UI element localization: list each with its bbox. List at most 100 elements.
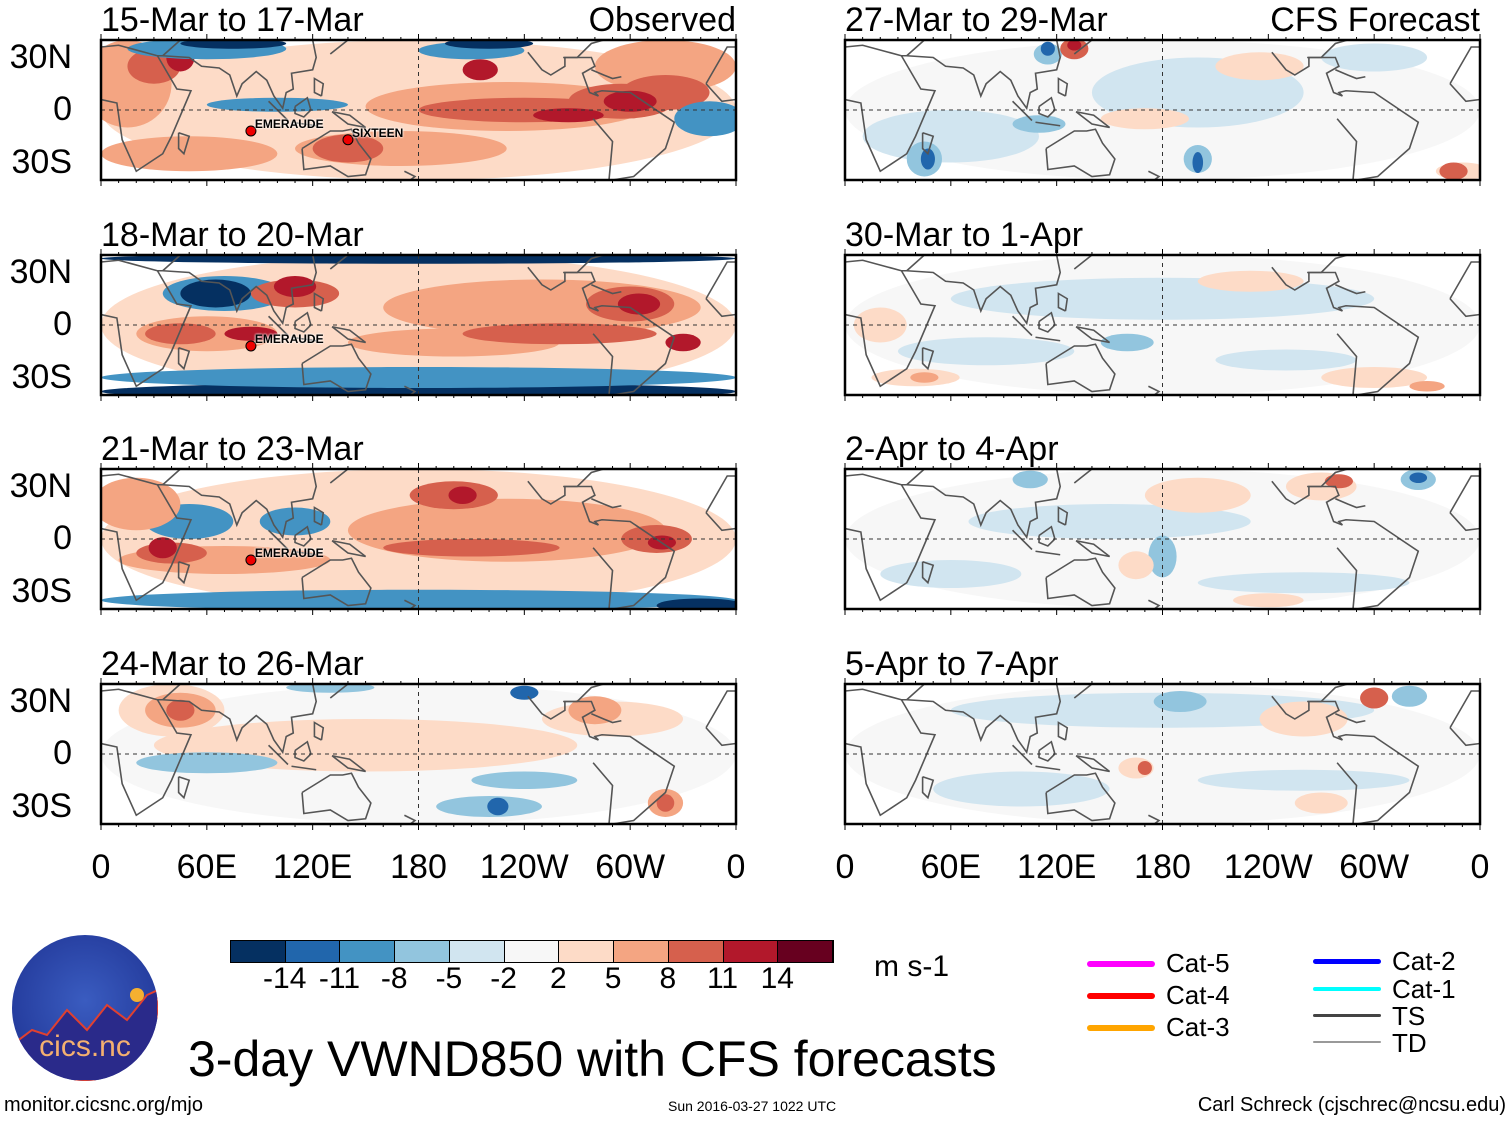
- coastline: [294, 740, 312, 762]
- legend-label: Cat-2: [1392, 946, 1456, 976]
- coastline: [1271, 266, 1420, 395]
- legend-label: Cat-3: [1166, 1012, 1230, 1042]
- coastline: [1073, 684, 1093, 699]
- wind-contour: [1294, 792, 1348, 814]
- wind-contour: [487, 797, 509, 816]
- wind-contour: [1148, 535, 1177, 578]
- coastline: [291, 121, 317, 127]
- coastline: [1035, 765, 1061, 771]
- coastline: [177, 131, 191, 156]
- legend-label: Cat-5: [1166, 948, 1230, 978]
- coastline: [705, 475, 736, 514]
- storm-label: EMERAUDE: [254, 117, 324, 131]
- coastline: [1075, 754, 1111, 773]
- coastline: [313, 77, 325, 97]
- coastline: [1335, 284, 1366, 295]
- coastline: [404, 599, 417, 609]
- wind-contour: [1215, 349, 1357, 371]
- coastline: [1449, 261, 1480, 300]
- x-tick-label: 120E: [272, 848, 353, 886]
- panel-title: 15-Mar to 17-Mar: [101, 1, 364, 39]
- coastline: [1271, 480, 1420, 609]
- x-tick-label: 0: [835, 848, 855, 886]
- coastline: [845, 259, 937, 388]
- wind-contour: [1012, 470, 1048, 489]
- coastline: [1045, 772, 1116, 822]
- coastline: [291, 765, 317, 771]
- coastline: [1038, 525, 1056, 547]
- coastline: [404, 385, 417, 395]
- coastline: [591, 498, 622, 509]
- coastline: [177, 560, 191, 585]
- coastline: [705, 298, 736, 318]
- wind-contour: [1233, 593, 1304, 608]
- y-tick-label: 0: [53, 519, 72, 557]
- coastline: [906, 40, 925, 57]
- coastline: [294, 525, 312, 547]
- coastline: [1148, 385, 1161, 395]
- wind-contour: [862, 110, 1040, 163]
- wind-contour: [1391, 685, 1428, 707]
- wind-contour: [224, 326, 278, 341]
- coastline: [1075, 325, 1111, 344]
- legend-line-cat-2: [1313, 959, 1381, 964]
- coastline: [268, 529, 289, 551]
- coastline: [331, 325, 367, 344]
- colorbar-tick-label: -11: [318, 962, 361, 995]
- coastline: [1307, 469, 1348, 488]
- coastline: [331, 754, 367, 773]
- panel-title: 21-Mar to 23-Mar: [101, 430, 364, 468]
- coastline: [1012, 100, 1033, 122]
- coastline: [705, 690, 736, 729]
- coastline: [921, 131, 935, 156]
- wind-contour: [145, 323, 216, 345]
- footer-author: Carl Schreck (cjschrec@ncsu.edu): [1197, 1094, 1506, 1116]
- coastline: [268, 100, 289, 122]
- coastline: [563, 40, 604, 59]
- wind-contour: [1215, 52, 1304, 81]
- x-tick-label: 60W: [1339, 848, 1410, 886]
- coastline: [301, 557, 372, 607]
- legend-label: Cat-4: [1166, 980, 1230, 1010]
- colorbar-swatch: [231, 941, 286, 962]
- coastline: [705, 727, 736, 747]
- y-tick-label: 30N: [9, 681, 72, 720]
- colorbar-tick-label: 11: [706, 962, 739, 995]
- legend-line-cat-5: [1087, 961, 1155, 967]
- coastline: [1038, 740, 1056, 762]
- wind-contour: [286, 684, 375, 693]
- wind-contour: [462, 323, 657, 345]
- coastline: [1449, 475, 1480, 514]
- coastline: [301, 128, 372, 178]
- y-tick-label: 0: [53, 734, 72, 772]
- wind-contour: [880, 560, 1022, 588]
- wind-contour: [180, 40, 287, 49]
- wind-contour: [1137, 761, 1152, 775]
- y-tick-label: 30S: [11, 142, 73, 181]
- coastline: [591, 713, 622, 724]
- coastline: [268, 744, 289, 766]
- storm-label: SIXTEEN: [351, 125, 404, 140]
- legend-label: Cat-1: [1392, 974, 1456, 1004]
- wind-contour: [897, 337, 1075, 366]
- y-tick-label: 30N: [9, 466, 72, 505]
- y-tick-label: 0: [53, 305, 72, 343]
- coastline: [101, 259, 193, 388]
- storm-label: EMERAUDE: [254, 332, 324, 346]
- wind-contour: [1012, 115, 1066, 133]
- map-left-3: [101, 684, 736, 824]
- y-tick-label: 30S: [11, 786, 73, 825]
- coastline: [331, 110, 367, 129]
- coastline: [705, 512, 736, 532]
- wind-contour: [920, 148, 935, 170]
- coastline: [1336, 762, 1358, 824]
- colorbar: [230, 940, 834, 963]
- map-right-3: [845, 684, 1480, 824]
- coastline: [845, 44, 937, 173]
- footer-url[interactable]: monitor.cicsnc.org/mjo: [4, 1094, 203, 1116]
- wind-contour: [1118, 551, 1154, 580]
- wind-contour: [259, 507, 331, 536]
- coastline: [1038, 311, 1056, 333]
- coastline: [101, 688, 193, 817]
- coastline: [1075, 110, 1111, 129]
